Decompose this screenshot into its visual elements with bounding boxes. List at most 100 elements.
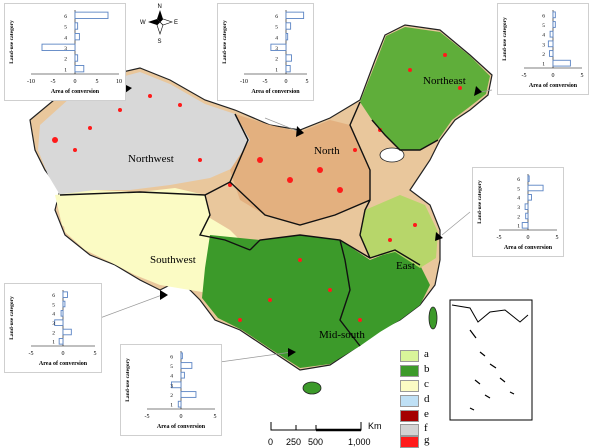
bar-5 bbox=[180, 362, 193, 369]
inset-chart-midsouth: 1 2 3 4 5 6 -5 0 5 Area of conversion Land-use cat… bbox=[120, 344, 222, 436]
category-label-4: 4 bbox=[170, 374, 173, 380]
bar-6 bbox=[527, 175, 530, 182]
legend-label: c bbox=[424, 378, 429, 390]
category-label-6: 6 bbox=[542, 13, 545, 19]
inset-chart-northeast: 1 2 3 4 5 6 -5 0 5 Area of conversion Land-use cat… bbox=[497, 3, 589, 95]
x-tick-label: 5 bbox=[306, 79, 309, 85]
x-tick-label: 0 bbox=[285, 79, 288, 85]
compass-w: W bbox=[140, 20, 146, 26]
bar-4 bbox=[60, 310, 64, 317]
legend-label: f bbox=[424, 422, 428, 434]
x-axis-title: Area of conversion bbox=[529, 83, 578, 89]
bar-2 bbox=[525, 212, 529, 220]
category-label-1: 1 bbox=[64, 67, 67, 73]
bar-2 bbox=[180, 391, 197, 398]
legend-swatch bbox=[400, 350, 419, 362]
bar-5 bbox=[527, 184, 544, 192]
scale-bar bbox=[270, 422, 362, 432]
north-zone bbox=[230, 114, 370, 225]
y-axis-title: Land-use category bbox=[9, 296, 15, 340]
bar-5 bbox=[552, 21, 556, 28]
y-axis-title: Land-use category bbox=[477, 180, 483, 224]
bar-1 bbox=[285, 65, 291, 73]
scale-unit: Km bbox=[368, 421, 382, 431]
category-label-1: 1 bbox=[517, 224, 520, 230]
bar-2 bbox=[74, 54, 79, 62]
x-tick-label: -5 bbox=[497, 235, 502, 241]
bar-6 bbox=[552, 11, 556, 19]
bar-3 bbox=[524, 203, 529, 210]
category-label-5: 5 bbox=[170, 364, 173, 370]
south-green-zone bbox=[202, 235, 430, 368]
category-label-4: 4 bbox=[64, 35, 67, 41]
bar-1 bbox=[552, 59, 571, 67]
southwest-zone bbox=[60, 200, 250, 295]
scale-tick-500: 500 bbox=[308, 437, 324, 447]
category-label-6: 6 bbox=[517, 177, 520, 183]
bar-3 bbox=[54, 319, 64, 326]
region-label-north: North bbox=[314, 145, 340, 157]
x-axis-title: Area of conversion bbox=[39, 361, 88, 367]
category-label-1: 1 bbox=[542, 62, 545, 68]
legend-swatch bbox=[400, 436, 419, 448]
hainan bbox=[302, 381, 322, 395]
category-label-5: 5 bbox=[52, 302, 55, 308]
x-tick-label: -5 bbox=[29, 351, 34, 357]
category-label-4: 4 bbox=[275, 35, 278, 41]
legend-swatch bbox=[400, 395, 419, 407]
legend-label: e bbox=[424, 408, 429, 420]
region-label-midsouth: Mid-south bbox=[319, 329, 365, 341]
bar-2 bbox=[549, 50, 554, 57]
category-label-3: 3 bbox=[52, 321, 55, 327]
category-label-3: 3 bbox=[542, 42, 545, 48]
legend-swatch bbox=[400, 380, 419, 392]
category-label-1: 1 bbox=[170, 403, 173, 409]
bar-4 bbox=[285, 33, 289, 41]
x-tick-label: 5 bbox=[94, 351, 97, 357]
category-label-5: 5 bbox=[64, 25, 67, 31]
bar-3 bbox=[270, 43, 287, 51]
category-label-2: 2 bbox=[542, 52, 545, 58]
x-tick-label: -5 bbox=[51, 79, 56, 85]
y-axis-title: Land-use category bbox=[502, 17, 508, 61]
x-tick-label: 5 bbox=[214, 414, 217, 420]
x-tick-label: -5 bbox=[145, 414, 150, 420]
leader-arrows bbox=[124, 84, 482, 357]
category-label-3: 3 bbox=[170, 383, 173, 389]
northwest-zone bbox=[38, 72, 255, 195]
x-axis-title: Area of conversion bbox=[51, 89, 100, 95]
scale-tick-0: 0 bbox=[268, 437, 274, 447]
scale-tick-1000: 1,000 bbox=[348, 437, 371, 447]
x-tick-label: -5 bbox=[522, 73, 527, 79]
bar-4 bbox=[180, 371, 185, 379]
bar-6 bbox=[285, 11, 305, 19]
category-label-4: 4 bbox=[52, 312, 55, 318]
x-tick-label: 0 bbox=[180, 414, 183, 420]
category-label-6: 6 bbox=[52, 293, 55, 299]
region-label-northeast: Northeast bbox=[423, 75, 466, 87]
category-label-5: 5 bbox=[542, 23, 545, 29]
category-label-4: 4 bbox=[517, 196, 520, 202]
x-tick-label: 0 bbox=[552, 73, 555, 79]
legend-label: g bbox=[424, 434, 430, 446]
bohai-sea bbox=[379, 147, 405, 163]
bar-3 bbox=[171, 381, 182, 389]
x-tick-label: 10 bbox=[116, 79, 122, 85]
bar-4 bbox=[527, 194, 532, 201]
inset-chart-north: 1 2 3 4 5 6 -10 -5 0 5 Area of conversion Land-use … bbox=[217, 3, 314, 101]
category-label-2: 2 bbox=[275, 57, 278, 63]
compass-e: E bbox=[174, 20, 178, 26]
bar-3 bbox=[547, 40, 554, 48]
x-tick-label: -10 bbox=[240, 79, 248, 85]
northeast-zone bbox=[360, 27, 490, 150]
x-tick-label: 5 bbox=[581, 73, 584, 79]
south-china-sea-inset bbox=[449, 299, 533, 421]
category-label-2: 2 bbox=[52, 330, 55, 336]
x-tick-label: 0 bbox=[62, 351, 65, 357]
bar-5 bbox=[74, 22, 79, 30]
category-label-5: 5 bbox=[517, 186, 520, 192]
